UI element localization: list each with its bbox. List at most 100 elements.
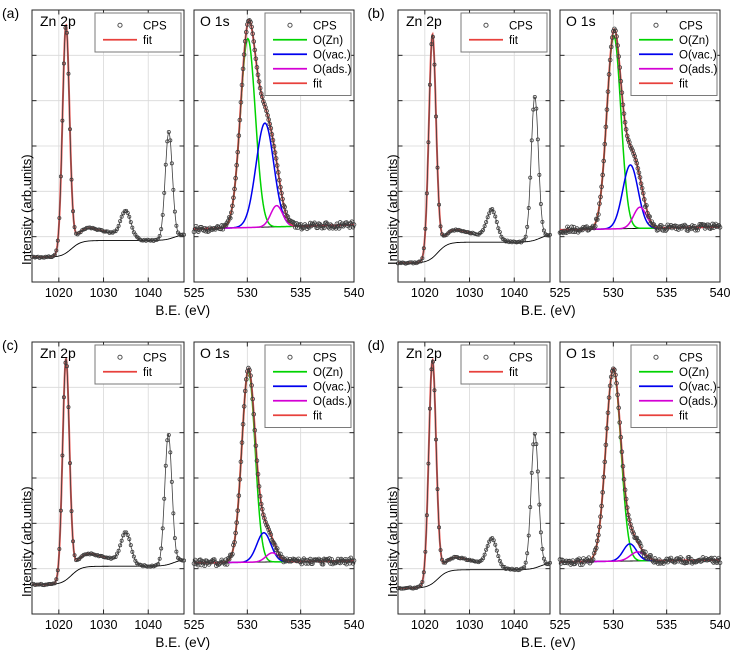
axis-ticks: 1020 1030 1040 <box>397 341 550 632</box>
legend-entry: O(ads.) <box>273 396 352 408</box>
legend-zn2p[interactable]: CPS fit <box>460 344 547 384</box>
legend-entry: O(vac.) <box>638 381 716 393</box>
svg-text:535: 535 <box>290 618 311 632</box>
legend-entry: O(vac.) <box>273 381 351 393</box>
legend-label: O(ads.) <box>313 396 352 408</box>
region-title-zn2p: Zn 2p <box>406 345 442 361</box>
panel-b: (b) Intensity (arb.units) B.E. (eV) 1020 103… <box>366 0 731 332</box>
panel-a: (a) Intensity (arb.units) B.E. (eV) 1020 103… <box>0 0 366 332</box>
legend-label: fit <box>679 410 689 422</box>
x-axis-title: B.E. (eV) <box>155 634 211 650</box>
legend-marker-icon <box>482 354 489 360</box>
legend-label: O(vac.) <box>313 50 351 62</box>
legend-o1s[interactable]: CPS O(Zn) O(vac.) O(ads.) fit <box>630 344 718 428</box>
legend-entry: CPS <box>482 352 533 364</box>
cps-markers <box>557 26 722 236</box>
svg-text:535: 535 <box>290 286 311 300</box>
axis-ticks: 525 530 535 540 <box>549 10 730 300</box>
axes-d: 1020 1030 1040 Zn 2p CPS fit 525 530 535 540 O 1s C… <box>395 341 730 632</box>
legend-entry: O(ads.) <box>638 64 718 76</box>
legend-entry: CPS <box>287 352 337 364</box>
legend-marker-icon <box>652 22 659 28</box>
legend-marker-icon <box>117 354 123 360</box>
legend-label: O(ads.) <box>679 64 718 76</box>
legend-entry: fit <box>468 367 519 379</box>
legend-marker-icon <box>652 354 659 360</box>
legend-entry: fit <box>273 410 323 422</box>
legend-label: O(Zn) <box>313 367 343 379</box>
legend-label: CPS <box>679 21 703 33</box>
legend-entry: CPS <box>117 352 167 364</box>
y-axis-title: Intensity (arb.units) <box>384 485 400 597</box>
panel-d: (d) Intensity (arb.units) B.E. (eV) 1020 103… <box>366 332 731 663</box>
cps-markers <box>30 360 186 587</box>
svg-text:535: 535 <box>656 618 677 632</box>
svg-text:1040: 1040 <box>500 618 528 632</box>
legend-marker-icon <box>482 22 489 28</box>
legend-entry: CPS <box>652 21 703 33</box>
legend-entry: O(ads.) <box>273 64 352 76</box>
legend-entry: CPS <box>287 21 337 33</box>
background-line <box>32 234 185 258</box>
legend-entry: fit <box>638 410 689 422</box>
y-axis-title: Intensity (arb.units) <box>384 154 400 265</box>
axes-b: 1020 1030 1040 Zn 2p CPS fit 525 530 535 540 O 1s C… <box>395 9 730 300</box>
legend-o1s[interactable]: CPS O(Zn) O(vac.) O(ads.) fit <box>264 344 352 428</box>
cps-markers <box>30 25 186 260</box>
legend-zn2p[interactable]: CPS fit <box>94 344 182 384</box>
svg-text:535: 535 <box>656 286 677 300</box>
legend-o1s[interactable]: CPS O(Zn) O(vac.) O(ads.) fit <box>264 12 352 96</box>
legend-entry: O(ads.) <box>638 396 717 408</box>
x-axis-title: B.E. (eV) <box>155 303 211 318</box>
svg-text:1040: 1040 <box>134 286 162 300</box>
cps-markers <box>191 365 357 568</box>
legend-entry: O(vac.) <box>638 50 716 62</box>
legend-o1s[interactable]: CPS O(Zn) O(vac.) O(ads.) fit <box>630 12 718 96</box>
legend-label: O(ads.) <box>313 64 352 76</box>
svg-text:1020: 1020 <box>410 286 438 300</box>
svg-text:525: 525 <box>184 618 205 632</box>
legend-zn2p[interactable]: CPS fit <box>460 12 547 53</box>
legend-entry: CPS <box>117 21 167 33</box>
region-title-zn2p: Zn 2p <box>40 345 76 361</box>
region-title-zn2p: Zn 2p <box>40 13 76 29</box>
legend-marker-icon <box>287 354 293 360</box>
axes-c: 1020 1030 1040 Zn 2p CPS fit 525 530 535 540 O 1s C… <box>30 341 364 632</box>
legend-label: CPS <box>143 352 167 364</box>
svg-text:1040: 1040 <box>134 618 162 632</box>
legend-label: fit <box>143 367 153 379</box>
legend-label: fit <box>509 367 519 379</box>
svg-text:530: 530 <box>237 618 258 632</box>
legend-label: CPS <box>509 352 533 364</box>
legend-label: O(Zn) <box>679 367 709 379</box>
grid-lines <box>194 10 354 282</box>
svg-text:1020: 1020 <box>45 286 73 300</box>
region-title-o1s: O 1s <box>566 345 596 361</box>
legend-entry: O(Zn) <box>273 367 343 379</box>
svg-text:525: 525 <box>549 618 570 632</box>
panel-label-c: (c) <box>2 336 19 353</box>
svg-text:530: 530 <box>237 286 258 300</box>
legend-label: CPS <box>509 21 533 33</box>
svg-text:1020: 1020 <box>410 618 438 632</box>
cps-markers <box>395 34 552 266</box>
svg-text:1040: 1040 <box>500 286 528 300</box>
legend-label: CPS <box>313 21 337 33</box>
cps-markers <box>557 365 722 567</box>
svg-text:525: 525 <box>549 286 570 300</box>
legend-entry: fit <box>468 35 518 47</box>
panel-label-d: (d) <box>367 336 385 353</box>
legend-label: O(vac.) <box>313 381 351 393</box>
legend-entry: fit <box>103 35 153 47</box>
svg-text:1020: 1020 <box>45 618 73 632</box>
legend-zn2p[interactable]: CPS fit <box>94 12 182 53</box>
legend-label: fit <box>313 410 323 422</box>
background-line <box>397 562 550 589</box>
legend-entry: fit <box>273 79 323 91</box>
panel-label-b: (b) <box>367 5 385 21</box>
legend-label: fit <box>143 35 153 47</box>
svg-text:525: 525 <box>184 286 205 300</box>
legend-entry: CPS <box>652 352 702 364</box>
region-title-zn2p: Zn 2p <box>406 13 442 29</box>
